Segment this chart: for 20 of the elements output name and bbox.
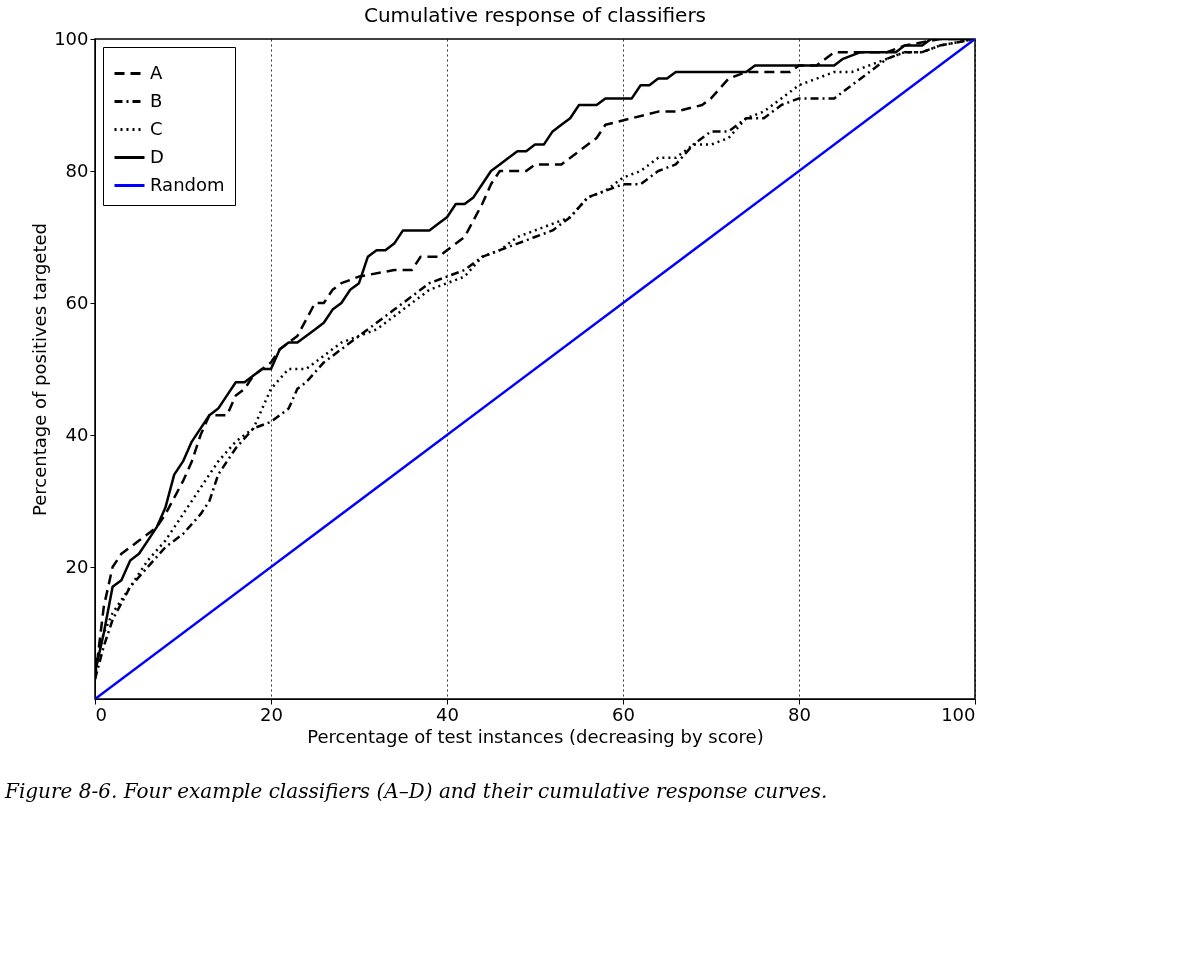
chart-title: Cumulative response of classifiers <box>363 3 707 27</box>
x-tick-label: 40 <box>436 703 459 725</box>
y-axis-title: Percentage of positives targeted <box>29 223 51 516</box>
legend-label: A <box>150 61 163 83</box>
x-tick-label: 80 <box>788 703 811 725</box>
caption: Figure 8-6. Four example classifiers (A–D) and their cumulative response curves. <box>4 779 828 803</box>
y-tick-label: 100 <box>54 27 89 49</box>
y-tick-label: 60 <box>65 291 89 313</box>
x-axis-title: Percentage of test instances (decreasing by score) <box>307 725 764 747</box>
y-tick-label: 20 <box>65 555 89 577</box>
x-tick-label: 0 <box>95 703 107 725</box>
legend-label: Random <box>150 173 225 195</box>
x-tick-label: 60 <box>612 703 635 725</box>
legend-label: B <box>150 89 163 111</box>
y-tick-label: 80 <box>65 159 89 181</box>
x-tick-label: 100 <box>941 703 976 725</box>
legend-label: D <box>150 145 164 167</box>
x-tick-label: 20 <box>260 703 283 725</box>
y-tick-label: 40 <box>65 423 89 445</box>
legend-label: C <box>150 117 163 139</box>
